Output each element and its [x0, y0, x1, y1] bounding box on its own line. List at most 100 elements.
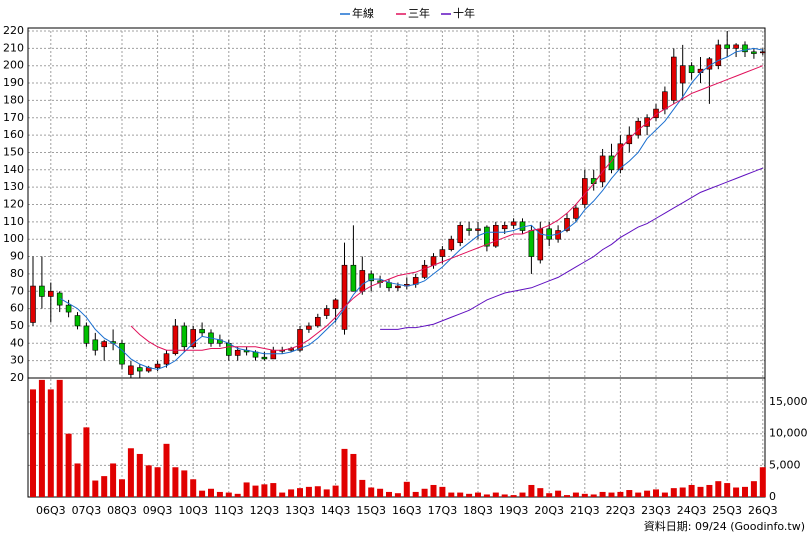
- volume-bar: [341, 448, 348, 497]
- volume-bar: [724, 483, 731, 497]
- candle-body: [724, 44, 731, 49]
- volume-bar: [457, 492, 464, 497]
- candle-body: [297, 329, 303, 351]
- x-tick-label: 21Q3: [570, 504, 600, 517]
- volume-bar: [172, 467, 179, 497]
- x-tick-label: 11Q3: [214, 504, 244, 517]
- volume-bar: [626, 490, 633, 497]
- volume-bar: [368, 487, 375, 497]
- volume-bar: [679, 487, 686, 497]
- volume-bar: [519, 492, 526, 497]
- volume-bar: [528, 484, 535, 497]
- ma-line: [59, 47, 763, 370]
- volume-bar: [332, 485, 339, 497]
- candle-body: [128, 365, 134, 375]
- candle-body: [608, 155, 615, 171]
- volume-bar: [742, 486, 748, 497]
- x-tick-label: 15Q3: [356, 504, 386, 517]
- candle-body: [555, 230, 561, 240]
- volume-bar: [288, 489, 295, 497]
- y-tick-label: 90: [10, 250, 24, 263]
- x-tick-label: 14Q3: [321, 504, 351, 517]
- x-tick-label: 26Q3: [748, 504, 778, 517]
- volume-bar: [119, 479, 125, 497]
- volume-bar: [38, 379, 45, 497]
- volume-bar: [386, 491, 392, 497]
- x-tick-label: 10Q3: [178, 504, 208, 517]
- volume-bar: [377, 488, 384, 497]
- candle-body: [83, 325, 90, 344]
- volume-bar: [599, 491, 606, 497]
- y-tick-label: 70: [10, 284, 24, 297]
- y-tick-label: 100: [3, 232, 24, 245]
- volume-bar: [279, 492, 286, 497]
- candle-body: [733, 44, 739, 49]
- x-tick-label: 22Q3: [606, 504, 636, 517]
- volume-bar: [243, 482, 250, 497]
- volume-bar: [47, 389, 54, 497]
- volume-bar: [127, 448, 134, 497]
- volume-bar: [394, 493, 401, 497]
- volume-bar: [653, 489, 659, 497]
- volume-bar: [688, 484, 695, 497]
- candle-body: [484, 226, 490, 247]
- volume-bar: [697, 486, 704, 497]
- candle-body: [368, 273, 375, 282]
- x-tick-label: 20Q3: [534, 504, 564, 517]
- candle-body: [759, 51, 766, 54]
- candle-body: [395, 285, 401, 289]
- volume-bar: [154, 467, 161, 497]
- volume-bar: [323, 489, 330, 497]
- candle-body: [421, 264, 428, 278]
- volume-bar: [101, 476, 108, 497]
- candle-body: [448, 238, 455, 250]
- volume-bar: [439, 486, 446, 497]
- volume-bar: [537, 488, 544, 497]
- candle-body: [137, 367, 143, 372]
- candle-body: [154, 363, 161, 368]
- volume-bar: [350, 453, 357, 497]
- candle-body: [163, 353, 170, 365]
- y-tick-label: 220: [3, 24, 24, 37]
- candle-body: [101, 341, 107, 348]
- volume-bar: [110, 463, 117, 497]
- volume-bar: [208, 488, 214, 497]
- candle-body: [47, 290, 54, 297]
- candle-body: [546, 228, 553, 240]
- candle-body: [172, 325, 179, 355]
- y-tick-label: 140: [3, 163, 24, 176]
- candle-body: [751, 51, 757, 54]
- candle-body: [573, 207, 579, 219]
- volume-bar: [234, 493, 241, 497]
- candle-body: [475, 228, 481, 231]
- x-tick-label: 09Q3: [143, 504, 173, 517]
- volume-bar: [74, 463, 81, 497]
- candle-body: [644, 117, 650, 127]
- volume-bar: [706, 484, 713, 497]
- candle-body: [359, 270, 366, 292]
- candle-body: [30, 285, 36, 323]
- candle-body: [39, 285, 45, 297]
- candle-body: [119, 342, 125, 365]
- x-tick-label: 23Q3: [641, 504, 671, 517]
- candle-body: [742, 44, 748, 53]
- y-tick-label: 110: [3, 215, 24, 228]
- y-tick-label: 80: [10, 267, 24, 280]
- candle-body: [199, 329, 205, 334]
- candle-body: [564, 218, 570, 231]
- candle-body: [510, 221, 517, 226]
- candle-body: [662, 91, 668, 110]
- candle-body: [653, 108, 659, 119]
- volume-bar: [181, 470, 188, 497]
- candle-body: [65, 304, 72, 313]
- candle-body: [226, 342, 232, 356]
- volume-bar: [92, 480, 99, 497]
- volume-bar: [261, 484, 268, 497]
- volume-bar: [145, 465, 152, 497]
- candle-body: [234, 349, 241, 356]
- y-tick-label: 130: [3, 180, 24, 193]
- y-tick-label: 160: [3, 128, 24, 141]
- volume-bar: [30, 389, 36, 497]
- candle-body: [92, 339, 99, 351]
- volume-bar: [412, 491, 419, 497]
